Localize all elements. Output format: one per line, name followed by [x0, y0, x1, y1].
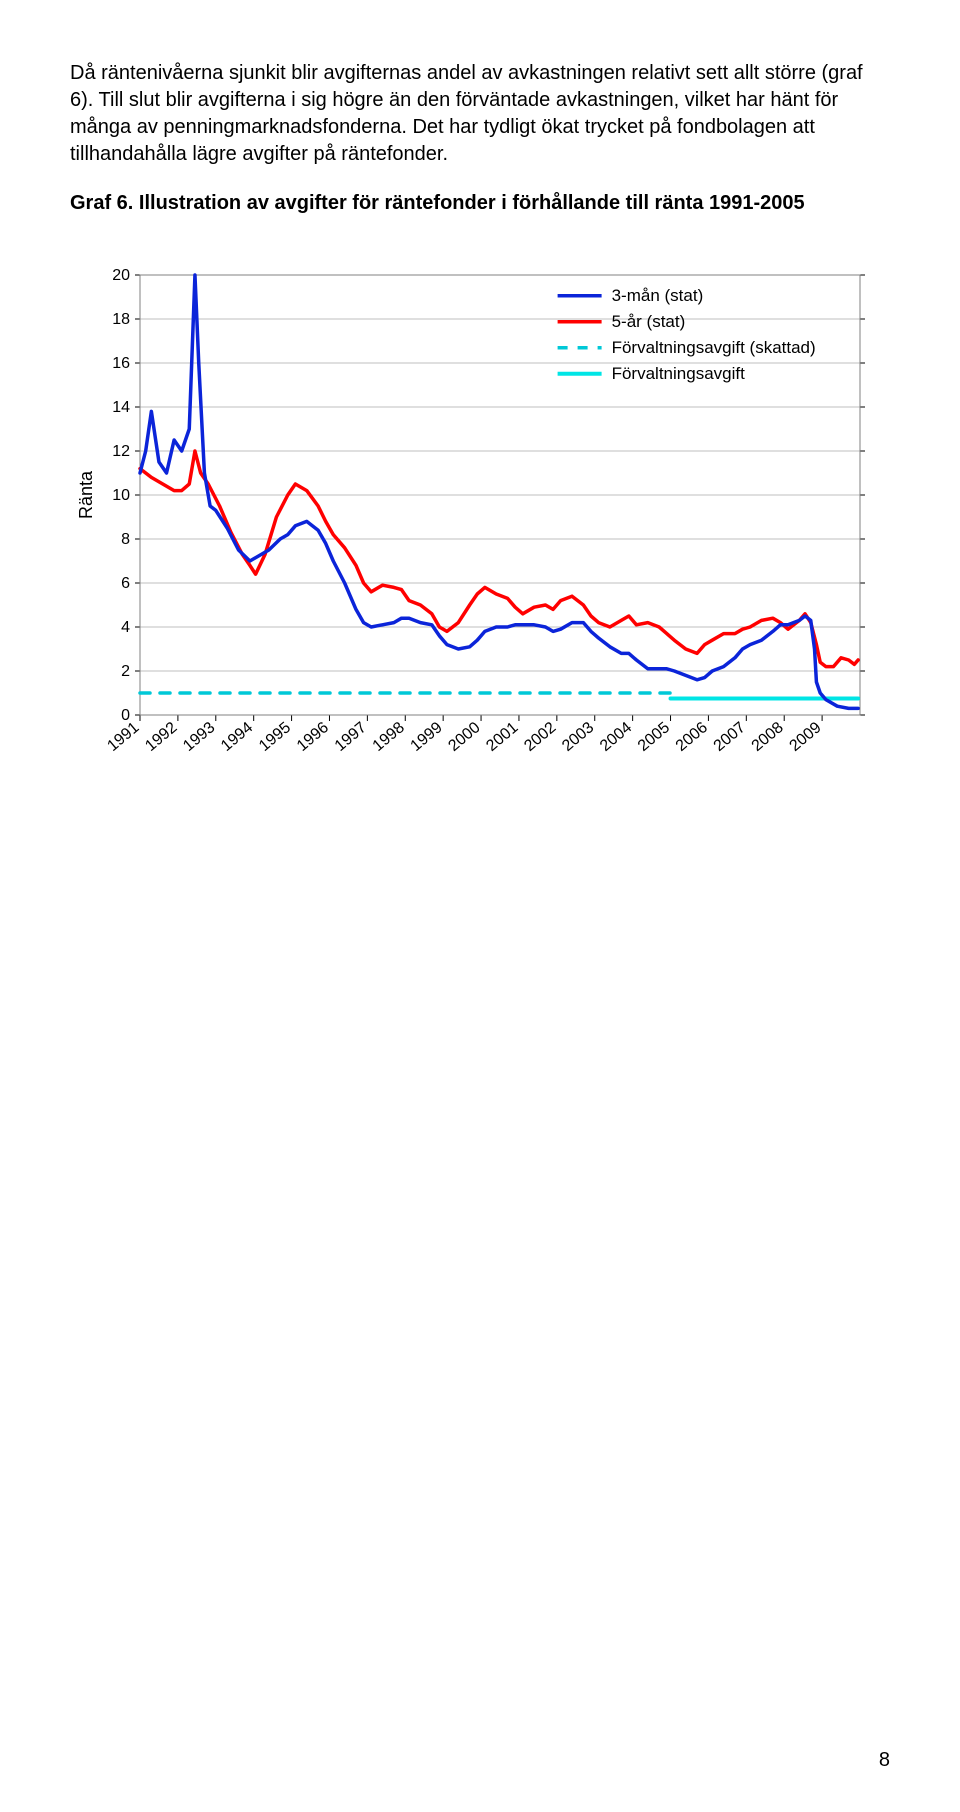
y-axis-label: Ränta: [76, 470, 96, 519]
page-number: 8: [879, 1749, 890, 1772]
y-tick-label: 18: [112, 311, 130, 328]
legend-label: Förvaltningsavgift: [612, 364, 746, 383]
x-tick-label: 2008: [749, 719, 787, 755]
y-tick-label: 20: [112, 267, 130, 284]
x-tick-label: 2004: [597, 719, 635, 755]
y-tick-label: 6: [121, 575, 130, 592]
x-tick-label: 1999: [408, 719, 446, 755]
chart-svg: 0246810121416182019911992199319941995199…: [70, 255, 890, 815]
y-tick-label: 14: [112, 399, 130, 416]
y-tick-label: 8: [121, 531, 130, 548]
x-tick-label: 2003: [559, 719, 597, 755]
x-tick-label: 1997: [332, 719, 370, 755]
legend-label: 5-år (stat): [612, 312, 686, 331]
x-tick-label: 1992: [142, 719, 180, 755]
x-tick-label: 1994: [218, 719, 256, 755]
y-tick-label: 16: [112, 355, 130, 372]
x-tick-label: 2007: [711, 719, 749, 755]
page-root: Då räntenivåerna sjunkit blir avgifterna…: [0, 0, 960, 1812]
y-tick-label: 10: [112, 487, 130, 504]
x-tick-label: 1995: [256, 719, 294, 755]
x-tick-label: 1996: [294, 719, 332, 755]
x-tick-label: 2002: [521, 719, 559, 755]
x-tick-label: 2000: [445, 719, 483, 755]
body-paragraph: Då räntenivåerna sjunkit blir avgifterna…: [70, 60, 890, 168]
chart-container: 0246810121416182019911992199319941995199…: [70, 255, 890, 820]
legend-label: 3-mån (stat): [612, 286, 704, 305]
x-tick-label: 2009: [786, 719, 824, 755]
x-tick-label: 2006: [673, 719, 711, 755]
x-tick-label: 1991: [104, 719, 142, 755]
x-tick-label: 1993: [180, 719, 218, 755]
legend-label: Förvaltningsavgift (skattad): [612, 338, 816, 357]
chart-title: Graf 6. Illustration av avgifter för rän…: [70, 192, 890, 215]
y-tick-label: 4: [121, 619, 130, 636]
y-tick-label: 2: [121, 663, 130, 680]
x-tick-label: 2005: [635, 719, 673, 755]
x-tick-label: 2001: [483, 719, 521, 755]
y-tick-label: 12: [112, 443, 130, 460]
x-tick-label: 1998: [370, 719, 408, 755]
